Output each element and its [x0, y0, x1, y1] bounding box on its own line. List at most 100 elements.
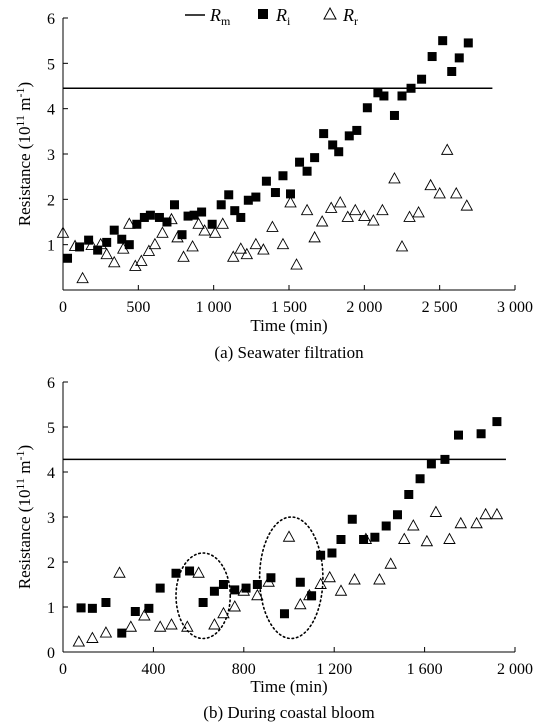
y-tick-label: 5 — [47, 56, 55, 73]
x-tick-label: 500 — [126, 299, 150, 316]
ri-point — [218, 580, 228, 589]
ri-point — [370, 532, 380, 542]
rr-point — [76, 271, 89, 284]
rr-point — [138, 609, 151, 621]
ri-point — [316, 550, 326, 560]
rr-point — [314, 577, 327, 589]
ri-point — [75, 242, 85, 252]
panel-b-y-axis-title: Resistance (1011 m-1) — [13, 445, 34, 589]
ri-point — [261, 176, 271, 186]
ri-point — [302, 166, 312, 176]
ri-point — [144, 603, 154, 613]
rr-point — [373, 573, 386, 585]
legend-rr-marker — [323, 6, 337, 20]
rr-point — [153, 620, 167, 632]
ri-point — [139, 212, 149, 222]
ri-point — [328, 140, 338, 150]
rr-point — [234, 242, 248, 254]
x-tick-label: 2 000 — [346, 299, 382, 316]
x-tick-label: 3 000 — [497, 299, 533, 316]
ri-point — [76, 603, 86, 613]
ri-point — [101, 598, 111, 607]
ri-point — [417, 74, 427, 84]
rr-point — [403, 210, 416, 222]
rr-point — [123, 217, 136, 229]
rr-point — [186, 239, 199, 252]
ri-point — [177, 230, 187, 240]
rr-point — [192, 566, 205, 578]
rr-point — [388, 171, 401, 184]
x-tick-label: 1 500 — [271, 299, 307, 316]
x-tick-label: 2 500 — [422, 299, 458, 316]
rr-point — [470, 516, 483, 529]
x-tick-label: 800 — [232, 661, 256, 678]
ri-point — [124, 240, 134, 250]
rr-point — [424, 178, 437, 191]
panel-a-y-axis-title: Resistance (1011 m-1) — [13, 82, 34, 226]
ri-point — [230, 206, 240, 216]
ri-point — [252, 580, 262, 589]
ri-point — [278, 171, 288, 181]
ri-point — [415, 474, 425, 484]
rr-point — [165, 212, 178, 225]
ri-point — [207, 219, 217, 229]
y-tick-label: 1 — [47, 600, 55, 617]
rr-point — [294, 597, 307, 610]
rr-point — [228, 600, 242, 612]
panel-a-caption: (a) Seawater filtration — [214, 343, 364, 362]
rr-point — [323, 570, 336, 583]
rr-point — [449, 186, 463, 199]
y-tick-label: 4 — [47, 102, 55, 119]
rr-point — [276, 237, 290, 250]
rr-point — [290, 258, 303, 270]
y-tick-label: 1 — [47, 238, 55, 255]
ri-point — [185, 566, 195, 576]
rr-point — [284, 196, 297, 208]
panel-a-seawater-filtration: 0 500 1 000 1 500 2 000 2 500 3 000 1 2 3 4 5 6 Resi… — [13, 11, 533, 362]
rr-point — [303, 588, 316, 601]
ri-point — [389, 110, 399, 120]
ri-point — [243, 195, 253, 205]
panel-b-ellipses — [175, 516, 324, 640]
ri-point — [440, 454, 450, 464]
rr-point — [99, 626, 113, 638]
panel-a-ticks: 0 500 1 000 1 500 2 000 2 500 3 000 1 2 3 4 5 6 — [47, 11, 533, 316]
ri-point — [266, 573, 276, 583]
rr-point — [86, 631, 99, 643]
rr-point — [56, 226, 70, 238]
rr-point — [72, 635, 86, 647]
rr-point — [490, 507, 504, 520]
rr-point — [100, 247, 113, 260]
rr-point — [376, 203, 389, 216]
ri-point — [93, 245, 103, 255]
rr-point — [349, 203, 362, 216]
x-tick-label: 0 — [59, 661, 67, 678]
ri-point — [362, 103, 372, 113]
rr-point — [395, 239, 409, 252]
ri-point — [397, 91, 407, 101]
rr-point — [257, 243, 270, 255]
rr-point — [359, 532, 373, 544]
rr-point — [348, 573, 361, 585]
ri-point — [476, 429, 486, 439]
panel-b-x-axis-title: Time (min) — [250, 677, 327, 696]
rr-point — [249, 237, 263, 250]
ri-point — [102, 237, 112, 247]
ri-point — [279, 609, 289, 619]
x-tick-label: 0 — [59, 299, 67, 316]
ri-point — [310, 153, 320, 163]
ri-point — [241, 583, 251, 593]
ri-point — [344, 131, 354, 141]
legend-rr-label: Rr — [342, 5, 358, 28]
ri-point — [438, 36, 448, 46]
ri-point — [373, 88, 383, 98]
ri-point — [109, 225, 119, 235]
y-tick-label: 0 — [47, 645, 55, 662]
highlight-ellipse — [175, 552, 232, 640]
ri-point — [286, 189, 296, 199]
rr-point — [341, 210, 355, 222]
ri-point — [63, 253, 73, 263]
rr-point — [420, 534, 434, 547]
rr-point — [192, 217, 205, 229]
